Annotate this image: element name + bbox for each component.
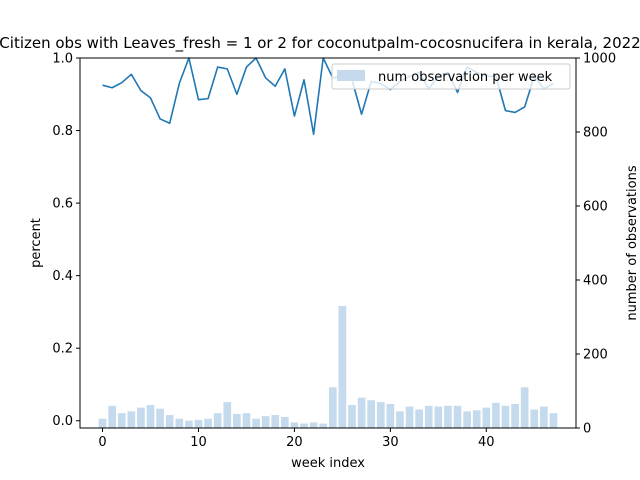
bar (223, 402, 232, 428)
bar (127, 411, 136, 428)
bar (501, 405, 510, 428)
bar (309, 422, 318, 428)
x-tick-label: 40 (478, 435, 495, 450)
bar (117, 413, 126, 428)
bar (328, 387, 337, 428)
bar (549, 413, 558, 428)
bar (396, 411, 404, 428)
y-left-tick-label: 0.0 (52, 414, 73, 429)
chart-title: Citizen obs with Leaves_fresh = 1 or 2 f… (0, 34, 640, 53)
bar (415, 409, 423, 428)
y-right-tick-label: 1000 (583, 52, 616, 67)
bar (261, 416, 270, 428)
y-right-tick-label: 600 (583, 200, 608, 215)
bar (367, 400, 376, 428)
legend-box (331, 63, 571, 90)
y-right-tick-label: 200 (583, 348, 608, 363)
bar (520, 387, 529, 428)
bar (357, 397, 366, 428)
bar (540, 406, 548, 428)
y-left-tick-label: 0.4 (52, 269, 73, 284)
bar (175, 418, 184, 428)
bar (290, 422, 299, 428)
y-right-tick-label: 400 (583, 274, 608, 289)
y-axis-right: 0 200 400 600 800 1000 (576, 52, 616, 437)
bar (204, 418, 212, 428)
x-tick-label: 10 (190, 435, 207, 450)
x-tick-label: 30 (382, 435, 399, 450)
bar (185, 420, 193, 428)
bar (233, 413, 241, 428)
x-tick-label: 0 (98, 435, 106, 450)
bar (213, 413, 222, 428)
x-tick-label: 20 (286, 435, 303, 450)
y-axis-left-label: percent (29, 218, 44, 268)
y-right-tick-label: 800 (583, 126, 608, 141)
plot-frame (79, 57, 577, 429)
bar (530, 409, 539, 428)
bar (482, 407, 491, 428)
y-left-tick-label: 0.6 (52, 197, 73, 212)
bar (108, 405, 116, 428)
legend-swatch (337, 70, 365, 81)
y-axis-right-label: number of observations (625, 165, 640, 320)
bar (137, 407, 145, 428)
bar (98, 418, 107, 428)
bar (146, 405, 155, 428)
bar (492, 402, 500, 428)
bar (463, 411, 471, 428)
bar (338, 305, 347, 428)
y-right-tick-label: 0 (583, 422, 591, 437)
legend: num observation per week (331, 63, 571, 90)
x-axis: 0 10 20 30 40 (98, 428, 495, 450)
bar (319, 423, 328, 428)
y-left-tick-label: 1.0 (52, 52, 73, 67)
bar (300, 423, 308, 428)
bar (434, 406, 443, 428)
x-axis-label: week index (291, 456, 365, 471)
y-axis-left: 0.0 0.2 0.4 0.6 0.8 1.0 (52, 52, 80, 429)
bar (453, 405, 462, 428)
bar (376, 402, 385, 428)
y-left-tick-label: 0.2 (52, 342, 73, 357)
bar (252, 418, 260, 428)
bar (511, 403, 519, 428)
bar (348, 405, 356, 428)
bar (472, 410, 481, 428)
bar-series (98, 305, 558, 428)
bar (405, 406, 414, 428)
y-left-tick-label: 0.8 (52, 124, 73, 139)
bar (444, 405, 452, 428)
legend-label: num observation per week (378, 70, 553, 85)
bar (242, 413, 251, 428)
bar (424, 405, 433, 428)
bar (280, 416, 289, 428)
bar (165, 415, 174, 428)
bar (386, 403, 395, 428)
bar (156, 408, 164, 428)
bar (271, 415, 280, 428)
bar (194, 419, 203, 428)
